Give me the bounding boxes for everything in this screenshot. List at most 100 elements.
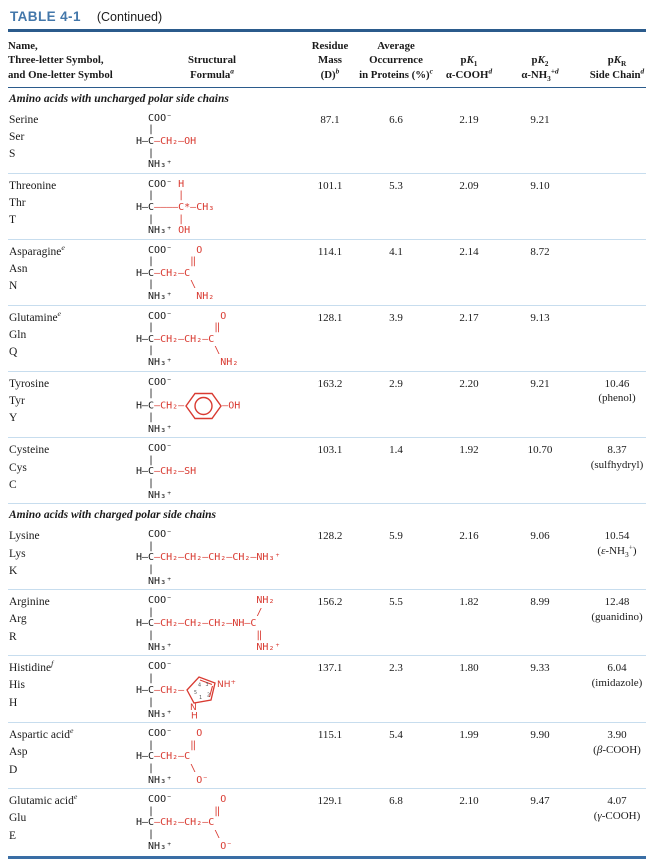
amino-acid-row: Histidinef His H COO⁻ | H—C—CH₂— NH+ N H 4 3 5 1 2 … xyxy=(8,655,646,722)
side-chain-fragment: —CH₂—C xyxy=(154,267,191,279)
chem-line: | xyxy=(136,148,298,160)
chem-line: NH₃⁺ OH xyxy=(136,225,298,237)
backbone-fragment: H—C xyxy=(136,751,155,763)
chem-line: H—C—CH₂—SH xyxy=(136,466,298,478)
backbone-fragment: NH₃⁺ xyxy=(136,708,173,720)
chem-line: NH₃⁺ NH₂ xyxy=(136,357,298,369)
section-header: Amino acids with charged polar side chai… xyxy=(9,509,217,522)
amino-acid-name: Glutamic acide xyxy=(9,792,78,808)
name-cell: Histidinef His H xyxy=(8,659,126,720)
side-chain-fragment: NH₂ xyxy=(172,595,275,607)
pk1-value: 2.19 xyxy=(459,113,479,126)
backbone-fragment: COO⁻ xyxy=(136,112,173,124)
table-continued-label: (Continued) xyxy=(96,10,163,24)
backbone-fragment: | xyxy=(136,739,155,751)
side-chain-fragment: —CH₂—OH xyxy=(154,135,197,147)
chem-line: COO⁻ xyxy=(136,113,298,125)
backbone-fragment: | xyxy=(136,805,155,817)
backbone-fragment: | xyxy=(136,828,155,840)
pkr-value xyxy=(572,111,654,171)
side-chain-fragment: OH xyxy=(178,225,191,237)
pk2-value: 9.21 xyxy=(530,377,550,390)
side-chain-fragment: \ xyxy=(154,828,221,840)
side-chain-fragment: ‖ xyxy=(154,256,197,268)
backbone-fragment: COO⁻ xyxy=(136,529,173,541)
backbone-fragment: COO⁻ xyxy=(136,595,173,607)
pk2-value: 9.13 xyxy=(530,311,550,324)
residue-mass-value: 115.1 xyxy=(317,729,343,742)
svg-text:2: 2 xyxy=(207,693,210,699)
chem-line: | | xyxy=(136,214,298,226)
chem-line: H—C—CH₂— NH+ N H 4 3 5 1 2 xyxy=(136,676,298,722)
occurrence-value: 5.9 xyxy=(389,530,403,543)
occurrence-value: 3.9 xyxy=(389,311,403,324)
backbone-fragment: | xyxy=(136,540,155,552)
chem-line: H—C—CH₂—CH₂—CH₂—NH—C xyxy=(136,618,298,630)
pk2-value: 9.47 xyxy=(530,795,550,808)
residue-mass-value: 156.2 xyxy=(317,596,343,609)
amino-acid-section: Amino acids with charged polar side chai… xyxy=(8,503,646,854)
amino-acid-row: Threonine Thr T COO⁻ H | | H—C————C*—CH₃ | … xyxy=(8,172,646,239)
side-chain-fragment: —CH₂— xyxy=(154,400,185,412)
col-header-name: Name, Three-letter Symbol, and One-lette… xyxy=(8,40,113,81)
backbone-fragment: H—C xyxy=(136,333,155,345)
amino-acid-name: Tyrosine xyxy=(9,377,50,390)
three-letter-symbol: Cys xyxy=(9,461,27,474)
three-letter-symbol: Thr xyxy=(9,196,26,209)
chem-line: NH₃⁺ xyxy=(136,159,298,171)
backbone-fragment: | xyxy=(136,564,155,576)
col-header-pkr: pKR Side Chaind xyxy=(589,54,645,81)
table-body: Amino acids with uncharged polar side ch… xyxy=(8,88,646,854)
pkr-value: 10.54 (ε-NH3+) xyxy=(597,530,637,560)
chem-line: COO⁻ H xyxy=(136,179,298,191)
residue-mass-value: 128.2 xyxy=(317,530,343,543)
chem-line: NH₃⁺ NH₂⁺ xyxy=(136,642,298,654)
backbone-fragment: NH₃⁺ xyxy=(136,575,173,587)
col-header-residue-mass: Residue Mass (D)b xyxy=(311,40,349,81)
side-chain-fragment: \ xyxy=(154,345,221,357)
chem-line: NH₃⁺ xyxy=(136,576,298,588)
chem-line: H—C—CH₂— —OH xyxy=(136,392,298,419)
svg-text:H: H xyxy=(191,712,198,720)
chem-line: COO⁻ O xyxy=(136,245,298,257)
chem-line: H—C—CH₂—CH₂—C xyxy=(136,817,298,829)
pk2-value: 8.72 xyxy=(530,245,550,258)
occurrence-value: 1.4 xyxy=(389,444,403,457)
side-chain-fragment: —CH₂—C xyxy=(154,751,191,763)
pkr-value: 12.48 (guanidino) xyxy=(591,596,643,624)
backbone-fragment: NH₃⁺ xyxy=(136,225,179,237)
pk2-value: 9.21 xyxy=(530,113,550,126)
chem-line: | xyxy=(136,478,298,490)
pk1-value: 1.82 xyxy=(459,596,479,609)
backbone-fragment: | xyxy=(136,256,155,268)
chem-line: H—C—CH₂—C xyxy=(136,751,298,763)
three-letter-symbol: Gln xyxy=(9,328,27,341)
structural-formula: COO⁻ | H—C—CH₂— NH+ N H 4 3 5 1 2 | NH₃⁺ xyxy=(126,659,298,722)
side-chain-fragment: \ xyxy=(154,279,197,291)
pkr-value: 6.04 (imidazole) xyxy=(591,662,643,690)
chem-line: | / xyxy=(136,607,298,619)
chem-line: | ‖ xyxy=(136,806,298,818)
side-chain-fragment: \ xyxy=(154,762,197,774)
occurrence-value: 5.4 xyxy=(389,729,403,742)
amino-acid-row: Asparaginee Asn N COO⁻ O | ‖ H—C—CH₂—C | \ … xyxy=(8,238,646,305)
backbone-fragment: | xyxy=(136,345,155,357)
pk1-value: 2.10 xyxy=(459,795,479,808)
occurrence-value: 4.1 xyxy=(389,245,403,258)
side-chain-fragment: NH₂ xyxy=(172,291,215,303)
side-chain-fragment: ————C*—CH₃ xyxy=(154,201,215,213)
amino-acid-name: Glutaminee xyxy=(9,308,62,324)
residue-mass-value: 163.2 xyxy=(317,377,343,390)
three-letter-symbol: Glu xyxy=(9,812,27,825)
backbone-fragment: NH₃⁺ xyxy=(136,774,173,786)
chem-line: | \ xyxy=(136,763,298,775)
amino-acid-row: Serine Ser S COO⁻ | H—C—CH₂—OH | NH₃⁺ 87.1 6.… xyxy=(8,108,646,173)
backbone-fragment: COO⁻ xyxy=(136,244,173,256)
one-letter-symbol: H xyxy=(9,696,18,709)
side-chain-fragment: / xyxy=(154,606,263,618)
structural-formula: COO⁻ O | ‖ H—C—CH₂—CH₂—C | \ NH₃⁺ NH₂ xyxy=(126,309,298,369)
pk1-value: 2.14 xyxy=(459,245,479,258)
pk1-value: 2.09 xyxy=(459,179,479,192)
backbone-fragment: H—C xyxy=(136,817,155,829)
